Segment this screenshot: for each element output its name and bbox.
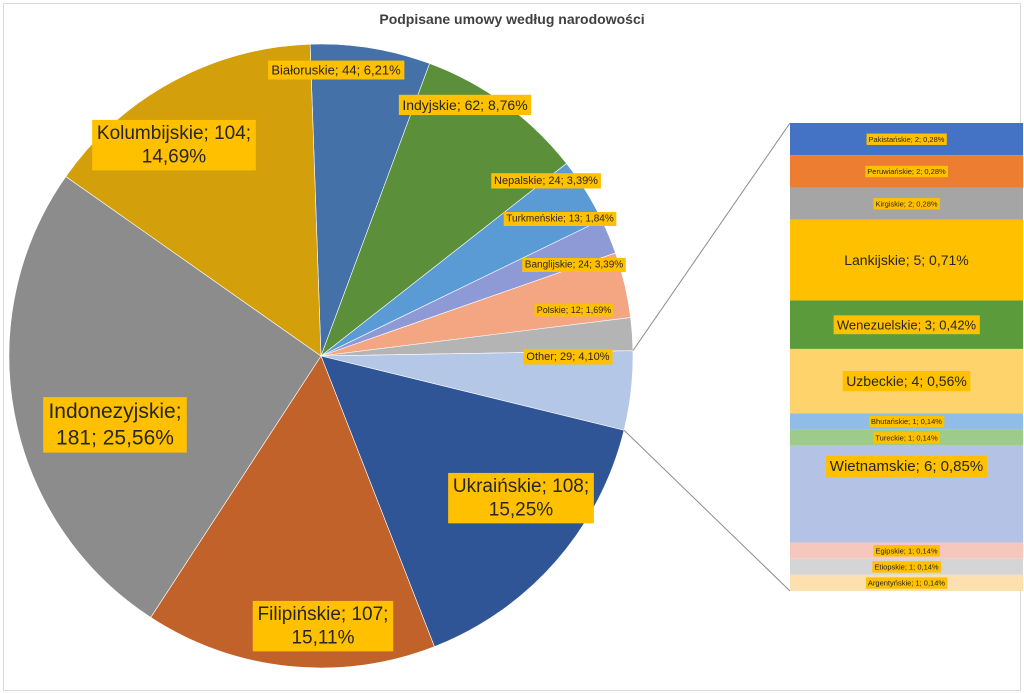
bar-label-wenezuelskie-text: Wenezuelskie; 3; 0,42% [837, 317, 977, 332]
data-label-nepalskie: Nepalskie; 24; 3,39% [491, 173, 601, 189]
bar-label-egipskie: Egipskie; 1; 0,14% [873, 545, 940, 557]
data-labels: Białoruskie; 44; 6,21% Indyjskie; 62; 8,7… [43, 60, 987, 652]
connector-lines [623, 122, 791, 592]
data-label-turkmenskie: Turkmeńskie; 13; 1,84% [503, 212, 617, 226]
data-label-kolumbijskie-text: Kolumbijskie; 104; 14,69% [97, 123, 251, 168]
data-label-turkmenskie-text: Turkmeńskie; 13; 1,84% [506, 214, 614, 225]
bar-label-tureckie: Tureckie; 1; 0,14% [873, 432, 940, 444]
bar-label-bhutanskie: Bhutańskie; 1; 0,14% [869, 415, 945, 428]
data-label-banglijskie-text: Banglijskie; 24; 3,39% [525, 260, 624, 271]
bar-label-egipskie-text: Egipskie; 1; 0,14% [875, 546, 937, 555]
data-label-ukrainskie-text: Ukraińskie; 108; 15,25% [453, 476, 589, 521]
data-label-indonezyjskie-text: Indonezyjskie; 181; 25,56% [48, 400, 181, 449]
data-label-banglijskie: Banglijskie; 24; 3,39% [522, 258, 626, 272]
bar-label-etiopskie: Etiopskie; 1; 0,14% [872, 561, 941, 573]
bar-label-wenezuelskie: Wenezuelskie; 3; 0,42% [833, 315, 980, 335]
data-label-kolumbijskie: Kolumbijskie; 104; 14,69% [92, 119, 256, 171]
bar-label-lankijskie-text: Lankijskie; 5; 0,71% [844, 252, 969, 268]
data-label-polskie-text: Polskie; 12; 1,69% [537, 305, 612, 315]
data-label-filipinskie-text: Filipińskie; 107; 15,11% [258, 604, 389, 649]
bar-label-wietnamskie-text: Wietnamskie; 6; 0,85% [830, 458, 983, 475]
bar-label-argentynskie: Argentyńskie; 1; 0,14% [865, 577, 948, 589]
data-label-other: Other; 29; 4,10% [523, 349, 613, 365]
data-label-nepalskie-text: Nepalskie; 24; 3,39% [494, 175, 598, 187]
bar-label-kirgiskie: Kirgiskie; 2; 0,28% [873, 198, 940, 210]
bar-label-wietnamskie: Wietnamskie; 6; 0,85% [826, 455, 987, 478]
pie-slice-bialoruskie [309, 43, 431, 357]
bar-label-peruwianskie: Peruwiańskie; 2; 0,28% [865, 165, 949, 178]
data-label-ukrainskie: Ukraińskie; 108; 15,25% [448, 472, 594, 524]
bar-label-lankijskie: Lankijskie; 5; 0,71% [840, 249, 973, 271]
chart-title: Podpisane umowy według narodowości [379, 11, 644, 27]
data-label-filipinskie: Filipińskie; 107; 15,11% [252, 600, 394, 652]
data-label-bialoruskie: Białoruskie; 44; 6,21% [268, 60, 405, 80]
data-label-indyjskie: Indyjskie; 62; 8,76% [398, 94, 532, 115]
data-label-indyjskie-text: Indyjskie; 62; 8,76% [402, 97, 527, 113]
bar-label-uzbeckie: Uzbeckie; 4; 0,56% [842, 371, 971, 392]
pie-slice-filipinskie [150, 355, 435, 669]
pie [8, 43, 634, 669]
data-label-polskie: Polskie; 12; 1,69% [534, 303, 614, 317]
data-label-other-text: Other; 29; 4,10% [526, 351, 609, 363]
data-label-bialoruskie-text: Białoruskie; 44; 6,21% [271, 63, 401, 78]
data-label-indonezyjskie: Indonezyjskie; 181; 25,56% [43, 397, 187, 453]
bar-label-tureckie-text: Tureckie; 1; 0,14% [875, 433, 938, 442]
bar-label-argentynskie-text: Argentyńskie; 1; 0,14% [868, 579, 945, 588]
bar-label-etiopskie-text: Etiopskie; 1; 0,14% [874, 562, 939, 571]
bar-label-peruwianskie-text: Peruwiańskie; 2; 0,28% [867, 167, 946, 176]
bar-label-uzbeckie-text: Uzbeckie; 4; 0,56% [846, 373, 967, 389]
bar-label-pakistanskie: Pakistańskie; 2; 0,28% [866, 133, 947, 145]
other-breakdown-bar [790, 123, 1023, 591]
bar-label-pakistanskie-text: Pakistańskie; 2; 0,28% [869, 135, 945, 144]
pie-slice-indonezyjskie [8, 176, 322, 618]
connector-line-top [632, 122, 791, 351]
bar-label-bhutanskie-text: Bhutańskie; 1; 0,14% [871, 417, 942, 426]
bar-label-kirgiskie-text: Kirgiskie; 2; 0,28% [875, 199, 937, 208]
connector-line-bottom [623, 429, 791, 592]
